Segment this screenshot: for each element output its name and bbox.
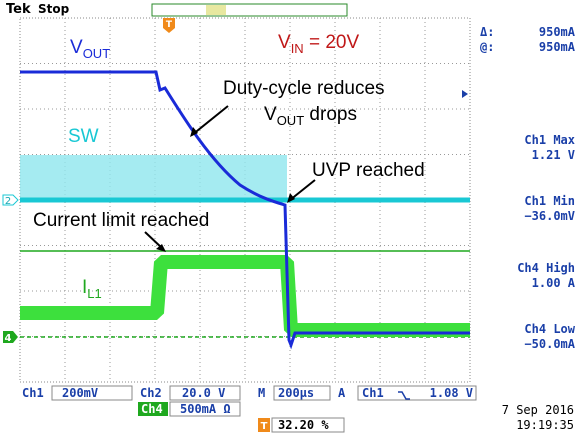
trigger-position-icon: T (261, 421, 268, 432)
current-limit-label: Current limit reached (33, 210, 209, 231)
vout-drops-label: VOUT drops (264, 104, 357, 128)
trigger-position-badge (258, 418, 270, 432)
duty-arrowhead (190, 127, 198, 137)
status-box (169, 401, 241, 417)
status: Ch4 (141, 402, 163, 416)
readout: 1.21 V (532, 148, 575, 162)
current-limit-arrowhead (156, 244, 166, 252)
status: Ch1 (362, 386, 384, 400)
brand: Tek (6, 2, 31, 17)
ch2-marker-label: 2 (5, 196, 11, 207)
readout: 1.00 A (532, 276, 576, 290)
sw-label: SW (68, 126, 99, 147)
status: 32.20 % (278, 418, 329, 432)
il1-trace (20, 255, 470, 337)
readout: Ch1 Max (524, 133, 575, 147)
ch2-marker (2, 194, 19, 206)
readout: 950mA (539, 40, 576, 54)
status-box (273, 385, 331, 401)
duty-label: Duty-cycle reduces (223, 78, 385, 99)
trigger-marker-label: T (166, 20, 173, 30)
record-bar (151, 3, 348, 17)
status-box (271, 417, 345, 433)
ch4-marker-label: 4 (5, 333, 12, 344)
run-state: Stop (38, 2, 70, 16)
readout: −36.0mV (524, 209, 575, 223)
status: A (338, 386, 346, 400)
readout: 950mA (539, 25, 576, 39)
readout: Δ: (480, 25, 494, 39)
time: 19:19:35 (516, 418, 574, 432)
record-window (206, 5, 226, 15)
status: M (258, 386, 265, 400)
status: Ch1 (22, 386, 44, 400)
duty-arrow (191, 105, 229, 136)
status: Ch2 (140, 386, 162, 400)
vout-label: VOUT (70, 37, 110, 61)
status: 20.0 V (182, 386, 225, 400)
readout: @: (480, 40, 494, 54)
ch4-marker (3, 331, 18, 343)
trigger-level-marker (462, 90, 468, 98)
status-box (169, 385, 241, 401)
trigger-slope (398, 391, 410, 400)
ch4-badge (138, 402, 168, 416)
vout-trace (20, 70, 470, 350)
sw-trace-band (20, 155, 287, 199)
il1-label: IL1 (82, 277, 102, 301)
date: 7 Sep 2016 (502, 403, 574, 417)
status: 200µs (278, 386, 314, 400)
trigger-marker (163, 18, 175, 33)
status: 200mV (62, 386, 98, 400)
vin-label: VIN = 20V (278, 32, 359, 56)
readout: Ch4 High (517, 261, 575, 275)
readout: Ch1 Min (524, 194, 575, 208)
uvp-arrowhead (287, 193, 295, 203)
uvp-label: UVP reached (312, 160, 425, 181)
status: 1.08 V (430, 386, 473, 400)
status: 500mA Ω (180, 402, 231, 416)
uvp-arrow (289, 179, 316, 201)
status-box (357, 385, 477, 401)
readout: Ch4 Low (524, 322, 575, 336)
status-box (51, 385, 133, 401)
readout: −50.0mA (524, 337, 575, 351)
